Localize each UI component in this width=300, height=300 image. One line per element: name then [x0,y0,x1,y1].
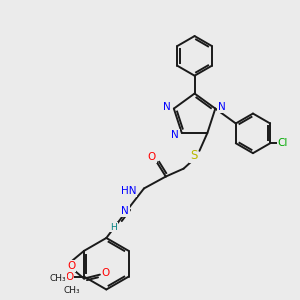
Text: H: H [110,223,117,232]
Text: CH₃: CH₃ [64,286,80,295]
Text: N: N [171,130,179,140]
Text: HN: HN [121,186,136,197]
Text: Cl: Cl [278,138,288,148]
Text: O: O [102,268,110,278]
Text: N: N [218,102,226,112]
Text: N: N [163,102,171,112]
Text: S: S [190,149,197,162]
Text: O: O [148,152,156,162]
Text: CH₃: CH₃ [50,274,67,283]
Text: O: O [65,272,73,282]
Text: N: N [121,206,129,216]
Text: O: O [67,261,75,271]
